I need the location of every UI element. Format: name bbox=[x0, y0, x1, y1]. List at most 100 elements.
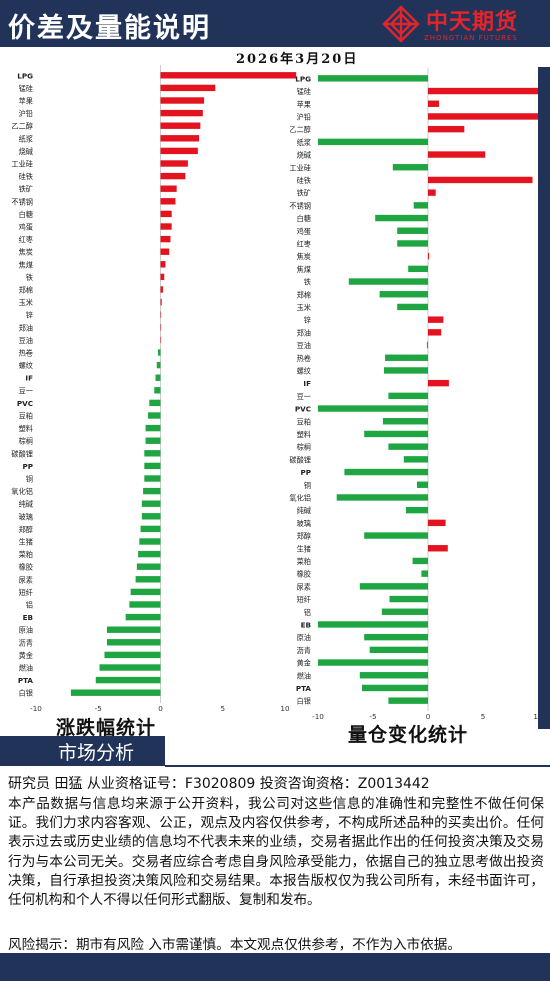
volume-category-label: 焦煤 bbox=[297, 265, 311, 274]
change-category-label: 焦煤 bbox=[19, 260, 33, 269]
header-bar bbox=[0, 0, 550, 47]
change-chart-title: 涨跌幅统计 bbox=[56, 717, 157, 739]
volume-category-label: 氧化铝 bbox=[289, 493, 311, 502]
volume-bar bbox=[385, 354, 428, 361]
volume-category-label: 豆一 bbox=[297, 392, 311, 401]
volume-category-label: 玉米 bbox=[297, 303, 311, 312]
volume-chart-title: 量仓变化统计 bbox=[348, 724, 469, 746]
change-bar bbox=[160, 324, 162, 331]
change-category-label: 短纤 bbox=[19, 588, 33, 597]
change-tick-label: 5 bbox=[220, 704, 225, 713]
change-bar bbox=[144, 462, 161, 470]
change-bar bbox=[160, 298, 162, 306]
volume-category-label: 纸浆 bbox=[297, 138, 311, 147]
change-bar bbox=[130, 588, 161, 596]
change-category-label: 螺纹 bbox=[19, 361, 33, 370]
change-bar bbox=[141, 500, 161, 507]
volume-bar bbox=[375, 214, 428, 222]
volume-bar bbox=[318, 659, 428, 666]
change-category-label: 锌 bbox=[26, 311, 33, 320]
change-bar bbox=[106, 639, 161, 646]
volume-bar bbox=[397, 227, 428, 234]
volume-bar bbox=[318, 75, 428, 82]
volume-category-label: 热卷 bbox=[297, 354, 311, 363]
change-bar bbox=[104, 651, 161, 659]
volume-category-label: 乙二醇 bbox=[289, 125, 311, 134]
charts-area: LPG 锰硅苹果沪铅乙二醇纸浆烧碱工业硅硅铁铁矿不锈钢白糖鸡蛋红枣焦炭焦煤铁郑棉玉… bbox=[11, 65, 538, 721]
change-bar bbox=[160, 261, 166, 268]
volume-bar bbox=[388, 697, 428, 704]
volume-tick-label: -5 bbox=[369, 712, 376, 721]
volume-category-label: 玻璃 bbox=[297, 519, 311, 528]
volume-bar bbox=[417, 481, 428, 488]
change-category-label: IF bbox=[25, 374, 33, 383]
change-bar bbox=[160, 248, 170, 255]
change-category-label: 碳酸锂 bbox=[11, 449, 33, 458]
volume-category-label: 塑料 bbox=[297, 430, 311, 439]
change-category-label: 郑醇 bbox=[19, 525, 33, 534]
change-category-label: PTA bbox=[18, 676, 34, 685]
volume-category-label: 棕榈 bbox=[297, 443, 311, 452]
volume-bar bbox=[384, 367, 428, 374]
analyst-info: 研究员 田猛 从业资格证号：F3020809 投资咨询资格：Z0013442 bbox=[8, 776, 430, 792]
change-bar bbox=[160, 84, 216, 92]
volume-bar bbox=[406, 506, 428, 514]
volume-category-label: 短纤 bbox=[297, 595, 311, 604]
change-bar bbox=[138, 550, 161, 558]
change-bar bbox=[160, 210, 172, 218]
volume-tick-label: -10 bbox=[312, 712, 324, 721]
report-date: 2026年3月20日 bbox=[236, 52, 359, 67]
change-bar bbox=[141, 513, 161, 520]
volume-bar bbox=[392, 164, 428, 171]
volume-bar bbox=[428, 329, 442, 336]
change-category-label: 豆一 bbox=[19, 386, 33, 395]
volume-bar bbox=[408, 265, 428, 273]
volume-bar bbox=[362, 684, 428, 692]
change-category-label: 棕榈 bbox=[19, 437, 33, 446]
change-category-label: 乙二醇 bbox=[11, 122, 33, 131]
volume-category-label: 铝 bbox=[304, 608, 311, 617]
change-bar bbox=[125, 613, 161, 621]
change-category-label: 沥青 bbox=[19, 638, 33, 647]
volume-category-label: 豆粕 bbox=[297, 417, 311, 426]
volume-bar bbox=[359, 672, 428, 679]
volume-bar bbox=[403, 456, 428, 463]
page-title: 价差及量能说明 bbox=[8, 13, 211, 44]
volume-category-label: PVC bbox=[295, 405, 311, 414]
change-bar bbox=[143, 487, 161, 495]
volume-bar bbox=[397, 303, 428, 311]
volume-category-label: 锰硅 bbox=[297, 87, 311, 96]
change-bar bbox=[160, 273, 165, 281]
change-category-label: LPG bbox=[17, 71, 33, 80]
change-bar bbox=[156, 361, 161, 369]
change-category-label: 铁矿 bbox=[19, 185, 33, 194]
change-tick-label: 0 bbox=[158, 704, 163, 713]
change-bar bbox=[144, 475, 161, 482]
change-category-label: 焦炭 bbox=[19, 248, 33, 257]
change-category-label: 纸浆 bbox=[19, 134, 33, 143]
change-bar bbox=[158, 349, 161, 356]
change-bar bbox=[160, 135, 200, 142]
date-bar bbox=[0, 47, 550, 67]
change-category-label: 塑料 bbox=[19, 424, 33, 433]
change-bar bbox=[135, 576, 161, 583]
change-tick-label: -5 bbox=[95, 704, 102, 713]
change-category-label: 郑棉 bbox=[19, 286, 33, 295]
change-bar bbox=[106, 626, 161, 633]
volume-bar bbox=[388, 443, 428, 450]
change-category-label: 苹果 bbox=[19, 97, 33, 106]
change-bar bbox=[95, 676, 161, 684]
volume-category-label: 鸡蛋 bbox=[297, 227, 311, 236]
change-category-label: 烧碱 bbox=[19, 147, 33, 156]
volume-bar bbox=[428, 87, 538, 95]
change-category-label: 黄金 bbox=[19, 651, 33, 660]
volume-bar bbox=[413, 202, 428, 209]
volume-category-label: 白银 bbox=[297, 697, 311, 706]
change-category-label: 不锈钢 bbox=[11, 197, 33, 206]
change-category-label: 橡胶 bbox=[19, 563, 33, 572]
volume-category-label: 菜粕 bbox=[297, 557, 311, 566]
volume-category-label: LPG bbox=[295, 74, 311, 83]
volume-category-label: 白糖 bbox=[297, 214, 311, 223]
volume-category-label: IF bbox=[303, 379, 311, 388]
change-bar bbox=[160, 336, 162, 344]
